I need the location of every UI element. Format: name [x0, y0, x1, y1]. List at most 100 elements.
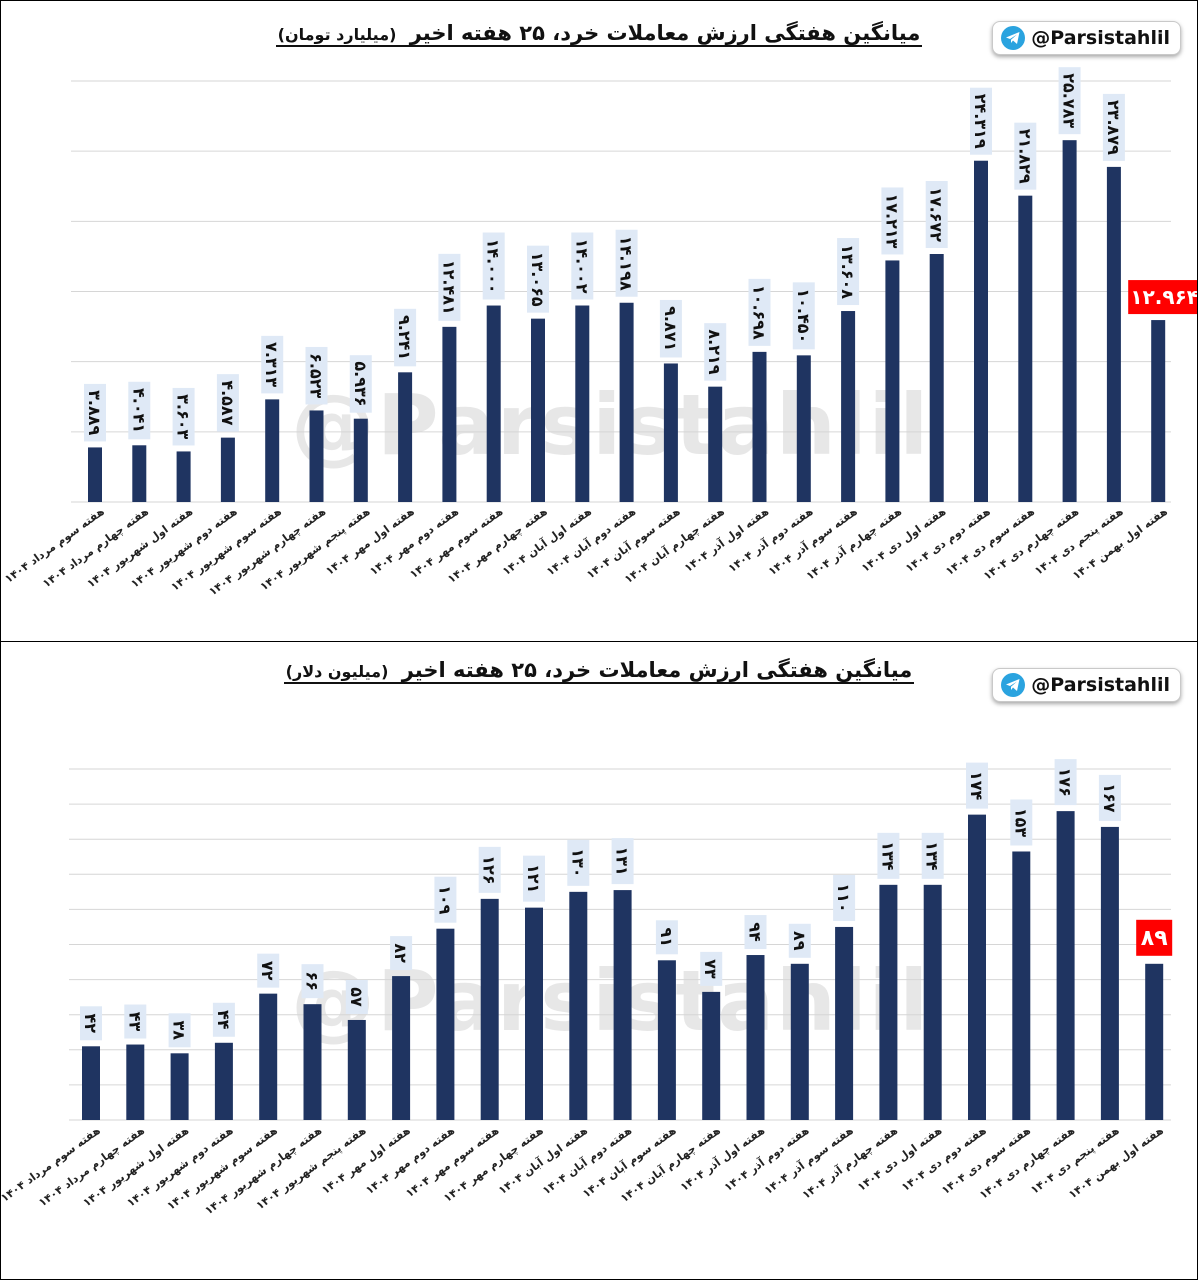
bar	[835, 926, 854, 1120]
bar	[82, 1046, 100, 1120]
data-label: ۱۳.۰۶۵	[527, 245, 549, 313]
svg-text:۷۳: ۷۳	[701, 959, 720, 979]
bar	[176, 451, 191, 502]
bar	[170, 1053, 189, 1120]
bar	[923, 884, 942, 1120]
bar	[220, 437, 235, 502]
svg-text:۱۰.۶۹۸: ۱۰.۶۹۸	[750, 285, 769, 340]
svg-text:۱۴.۰۰۰: ۱۴.۰۰۰	[484, 239, 503, 294]
data-label: ۳.۶۰۳	[172, 387, 195, 446]
svg-text:۷۲: ۷۲	[258, 961, 277, 981]
data-label: ۷۳	[700, 951, 723, 986]
data-label: ۹.۸۷۱	[659, 299, 682, 358]
svg-text:۱۳۴: ۱۳۴	[923, 841, 942, 871]
data-label: ۱۳۱	[611, 838, 634, 885]
svg-text:۱۳.۶۰۸: ۱۳.۶۰۸	[838, 244, 857, 299]
bar	[974, 160, 988, 502]
svg-text:۴۲: ۴۲	[81, 1014, 100, 1034]
svg-text:۴۴: ۴۴	[214, 1010, 233, 1030]
svg-text:۸.۲۱۹: ۸.۲۱۹	[705, 329, 724, 374]
data-label: ۱۶۷	[1098, 774, 1121, 821]
svg-text:۶.۵۲۳: ۶.۵۲۳	[307, 353, 326, 398]
bar	[1151, 320, 1166, 502]
svg-text:۲۴.۳۱۹: ۲۴.۳۱۹	[971, 94, 990, 149]
svg-text:۳.۸۸۹: ۳.۸۸۹	[85, 390, 104, 435]
svg-text:۲۱.۸۲۹: ۲۱.۸۲۹	[1015, 129, 1034, 184]
svg-text:۲۳.۸۷۹: ۲۳.۸۷۹	[1104, 100, 1123, 155]
chart-panel-toman: میانگین هفتگی ارزش معاملات خرد، ۲۵ هفته …	[0, 0, 1198, 642]
data-label: ۴۳	[124, 1004, 147, 1039]
chart-panel-dollar: میانگین هفتگی ارزش معاملات خرد، ۲۵ هفته …	[0, 641, 1198, 1280]
svg-text:۱۲۱: ۱۲۱	[524, 864, 543, 893]
data-label: ۱۳۰	[567, 839, 590, 886]
svg-text:۸۲: ۸۲	[391, 943, 410, 963]
bar	[663, 363, 678, 502]
channel-name: @Parsistahlil	[1031, 674, 1170, 696]
watermark: @Parsistahlil	[291, 376, 931, 474]
data-label: ۴.۰۴۱	[128, 381, 151, 440]
data-label: ۱۷۴	[966, 762, 988, 809]
bar	[1106, 166, 1121, 502]
channel-badge[interactable]: @Parsistahlil	[992, 668, 1181, 702]
data-label-highlight: ۱۲.۹۶۴	[1128, 280, 1197, 315]
bar	[259, 993, 278, 1120]
svg-text:۳۸: ۳۸	[170, 1021, 189, 1041]
svg-text:۱۴.۱۹۸: ۱۴.۱۹۸	[617, 236, 636, 291]
svg-text:۱۲.۴۸۱: ۱۲.۴۸۱	[439, 260, 458, 315]
bar	[88, 447, 102, 502]
svg-text:۷.۳۱۳: ۷.۳۱۳	[262, 342, 281, 387]
bar	[265, 399, 280, 502]
bar	[1056, 811, 1075, 1120]
bar	[613, 890, 632, 1120]
data-label-highlight: ۸۹	[1136, 919, 1173, 956]
svg-text:۱۷۴: ۱۷۴	[967, 771, 986, 801]
svg-text:۱۳.۰۶۵: ۱۳.۰۶۵	[528, 252, 547, 307]
chart-title: میانگین هفتگی ارزش معاملات خرد، ۲۵ هفته …	[275, 21, 923, 47]
bar	[353, 418, 368, 502]
data-label: ۱۳۴	[921, 832, 944, 879]
bar	[575, 305, 590, 502]
data-label: ۶.۵۲۳	[305, 346, 328, 405]
data-label: ۲۵.۷۸۳	[1058, 67, 1081, 135]
svg-text:۱۰.۴۵۰: ۱۰.۴۵۰	[794, 288, 813, 343]
data-label: ۱۴.۰۰۲	[571, 232, 594, 300]
data-label: ۱۵۳	[1010, 799, 1033, 846]
svg-text:۱۷۶: ۱۷۶	[1056, 767, 1075, 796]
data-label: ۱۷.۶۷۲	[925, 181, 948, 249]
bar	[486, 305, 501, 502]
bar	[1062, 140, 1077, 502]
data-label: ۲۳.۸۷۹	[1102, 93, 1125, 161]
svg-text:۹۴: ۹۴	[746, 922, 765, 942]
data-label: ۴.۵۸۷	[216, 374, 239, 432]
bar	[708, 386, 723, 502]
bar	[392, 976, 411, 1120]
bar	[480, 898, 499, 1120]
bar	[702, 991, 721, 1120]
bar	[885, 260, 900, 502]
data-label: ۹۱	[655, 920, 678, 955]
svg-text:۱۲.۹۶۴: ۱۲.۹۶۴	[1130, 285, 1197, 309]
svg-text:۸۹: ۸۹	[790, 931, 809, 951]
data-label: ۸۲	[390, 936, 413, 971]
data-label: ۱۴.۱۹۸	[615, 229, 638, 297]
data-label: ۲۴.۳۱۹	[970, 87, 992, 155]
channel-badge[interactable]: @Parsistahlil	[992, 21, 1181, 55]
bar	[525, 907, 543, 1120]
bar	[132, 445, 147, 502]
bar	[1012, 851, 1031, 1120]
svg-text:۸۹: ۸۹	[1141, 926, 1168, 951]
data-label: ۱۰.۴۵۰	[792, 282, 815, 350]
svg-text:۳.۶۰۳: ۳.۶۰۳	[174, 394, 193, 439]
data-label: ۴۴	[212, 1002, 235, 1037]
bar	[796, 355, 811, 502]
svg-text:۹.۲۴۱: ۹.۲۴۱	[395, 315, 414, 360]
svg-text:۱۳۴: ۱۳۴	[878, 841, 897, 871]
data-label: ۳.۸۸۹	[84, 383, 106, 442]
data-label: ۱۴.۰۰۰	[482, 232, 505, 300]
data-label: ۵۷	[345, 979, 368, 1014]
bar	[752, 351, 767, 502]
data-label: ۲۱.۸۲۹	[1014, 122, 1037, 190]
data-label: ۱۷۶	[1054, 759, 1077, 806]
data-label: ۵.۹۳۶	[349, 355, 372, 413]
data-label: ۱۲.۴۸۱	[438, 253, 461, 321]
